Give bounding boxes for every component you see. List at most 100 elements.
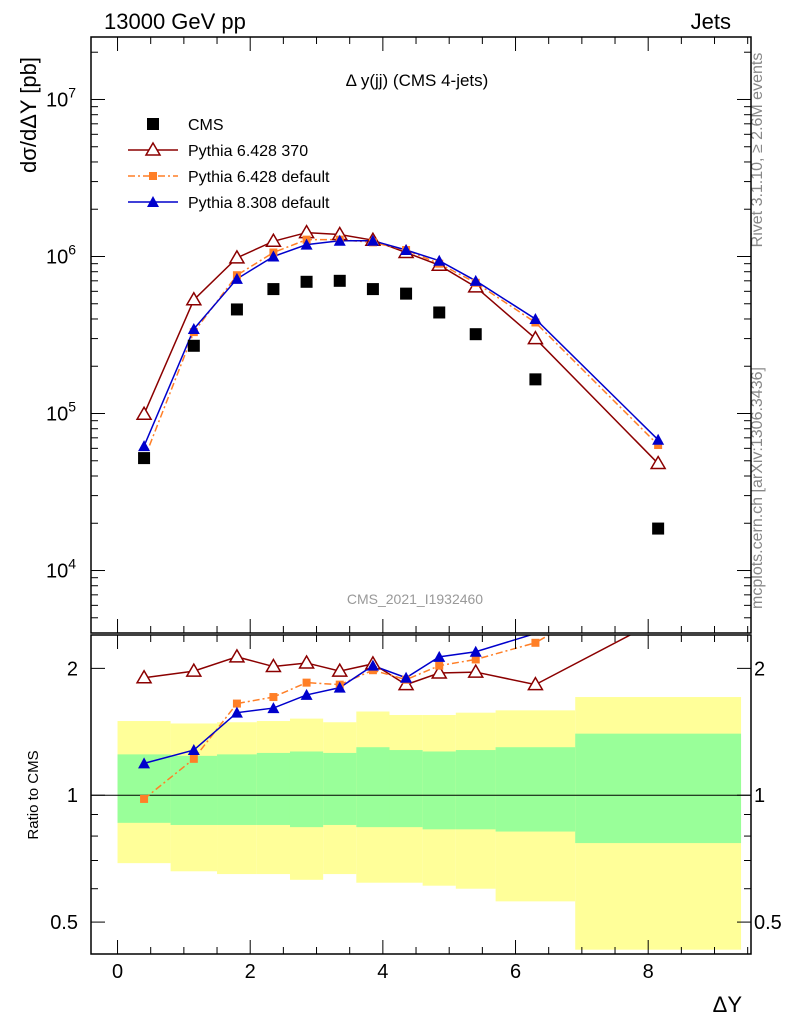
main-ytick-label-exp: 4 [68, 556, 76, 572]
main-point-cms [267, 283, 280, 296]
ratio-ytick-label-right: 1 [754, 785, 765, 807]
main-ytick-label-base: 10 [46, 246, 68, 268]
ratio-point-pythia-8-308-default [187, 744, 200, 756]
band-inner [455, 750, 496, 830]
main-frame [90, 36, 752, 634]
ratio-ytick-label: 0.5 [50, 912, 78, 934]
band-inner [575, 733, 742, 844]
main-point-pythia-6-428-370 [265, 232, 282, 248]
main-point-cms [366, 283, 379, 296]
main-point-cms [333, 274, 346, 287]
legend: CMS Pythia 6.428 370 Pythia 6.428 default P… [128, 117, 330, 212]
main-point-pythia-8-308-default [433, 254, 446, 266]
ratio-point-pythia-6-428-370 [298, 654, 315, 669]
main-point-pythia-6-428-370 [649, 455, 667, 470]
mcplots-label: mcplots.cern.ch [arXiv:1306.3436] [749, 367, 766, 609]
ratio-ytick-label: 1 [67, 785, 78, 807]
ratio-point-pythia-6-428-default [269, 693, 278, 702]
ratio-point-pythia-6-428-370 [185, 662, 203, 677]
legend-label-pythia-6-428-370: Pythia 6.428 370 [188, 143, 308, 160]
rivet-label: Rivet 3.1.10, ≥ 2.6M events [749, 53, 766, 248]
main-point-pythia-6-428-default [654, 441, 663, 450]
main-ytick-label: 107 [46, 84, 76, 111]
main-point-cms [652, 522, 665, 535]
ratio-ytick-label-right: 0.5 [754, 912, 782, 934]
main-point-pythia-6-428-370 [228, 249, 246, 264]
main-point-cms [400, 287, 413, 300]
main-point-cms [138, 452, 151, 465]
ratio-point-pythia-6-428-default [189, 754, 198, 763]
main-ytick-label-exp: 5 [68, 399, 76, 415]
header-right: Jets [691, 9, 731, 34]
main-point-pythia-8-308-default [469, 274, 482, 286]
main-point-cms [433, 306, 446, 319]
ratio-point-pythia-6-428-370 [265, 658, 282, 673]
main-ytick-label-exp: 6 [68, 241, 76, 257]
main-point-pythia-6-428-370 [527, 330, 544, 345]
main-point-pythia-8-308-default [366, 234, 379, 246]
main-ytick-label-base: 10 [46, 404, 68, 426]
main-ytick-label: 106 [46, 241, 76, 268]
legend-marker-pythia-6-428-default [149, 172, 157, 180]
main-point-pythia-8-308-default [652, 433, 665, 445]
main-point-pythia-8-308-default [138, 440, 151, 452]
band-inner [389, 750, 423, 828]
main-point-cms [469, 328, 482, 341]
main-ytick-label: 105 [46, 399, 76, 426]
main-line-pythia-6-428-370 [143, 231, 659, 465]
band-inner [422, 751, 456, 830]
legend-label-pythia-6-428-default: Pythia 6.428 default [188, 169, 330, 186]
ratio-xtick-label: 8 [643, 961, 654, 983]
ratio-ylabel: Ratio to CMS [25, 750, 42, 839]
main-ytick-label-exp: 7 [68, 84, 76, 100]
band-inner [356, 747, 390, 828]
ratio-point-pythia-6-428-default [302, 678, 311, 687]
main-ytick-label-base: 10 [46, 89, 68, 111]
legend-label-pythia-8-308-default: Pythia 8.308 default [188, 195, 330, 212]
main-point-pythia-8-308-default [267, 250, 280, 262]
ratio-point-pythia-8-308-default [366, 659, 379, 671]
band-inner [289, 751, 324, 828]
ratio-point-pythia-6-428-370 [228, 648, 246, 663]
band-inner [323, 752, 357, 825]
ratio-ytick-label: 2 [67, 658, 78, 680]
ratio-xtick-label: 6 [510, 961, 521, 983]
main-point-pythia-8-308-default [400, 243, 413, 255]
ratio-point-pythia-8-308-default [400, 671, 413, 683]
header-left: 13000 GeV pp [104, 9, 246, 34]
legend-label-cms: CMS [188, 117, 224, 134]
ratio-point-pythia-6-428-370 [527, 676, 544, 691]
ratio-point-pythia-6-428-default [471, 655, 480, 664]
ratio-point-pythia-6-428-default [140, 794, 149, 803]
main-point-cms [187, 339, 200, 352]
main-line-pythia-8-308-default [143, 239, 659, 447]
ratio-frame [90, 634, 752, 955]
main-point-pythia-8-308-default [529, 312, 542, 324]
ratio-line-pythia-8-308-default [143, 635, 534, 765]
main-point-cms [230, 303, 243, 316]
ratio-point-pythia-6-428-default [232, 699, 241, 708]
band-inner [170, 755, 218, 825]
ratio-xtick-label: 2 [245, 961, 256, 983]
main-title: Δ y(jj) (CMS 4-jets) [346, 71, 489, 90]
watermark: CMS_2021_I1932460 [347, 591, 483, 607]
legend-marker-pythia-8-308-default [147, 196, 159, 207]
ratio-point-pythia-6-428-370 [430, 664, 448, 679]
main-point-cms [529, 373, 542, 386]
ratio-xlabel: ΔY [713, 992, 743, 1017]
ratio-point-pythia-6-428-370 [135, 669, 153, 684]
ratio-line-pythia-6-428-370 [143, 635, 632, 686]
ratio-point-pythia-8-308-default [267, 702, 280, 714]
main-point-pythia-8-308-default [187, 323, 200, 335]
ratio-panel: 0.5 0.5 1 1 2 2 0 2 4 6 8 Ratio to CMS ΔY [25, 634, 782, 1017]
legend-marker-cms [147, 118, 159, 130]
ratio-point-pythia-8-308-default [300, 688, 313, 700]
band-inner [217, 754, 257, 825]
main-ylabel: dσ/dΔY [pb] [16, 57, 41, 173]
ratio-point-pythia-6-428-default [531, 638, 540, 647]
band-inner [256, 752, 290, 825]
legend-marker-pythia-6-428-370 [144, 141, 162, 156]
main-point-cms [300, 275, 313, 288]
